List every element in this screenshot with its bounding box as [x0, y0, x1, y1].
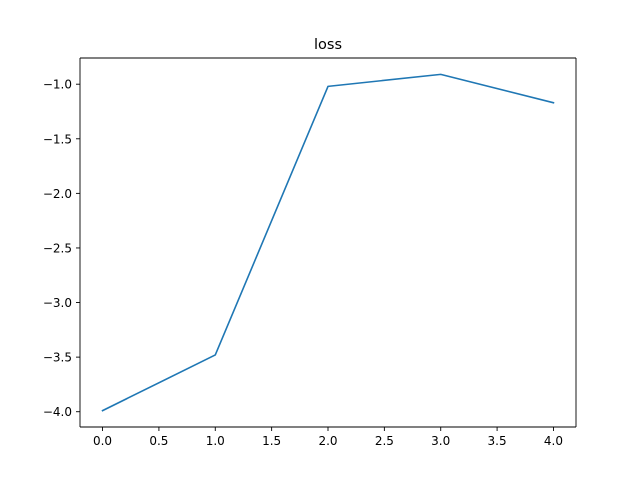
x-tick-label: 0.0 [93, 434, 112, 448]
y-tick-label: −1.5 [43, 132, 72, 146]
x-tick-label: 3.0 [431, 434, 450, 448]
plot-area: 0.0 0.5 1.0 1.5 2.0 2.5 3.0 3.5 4.0 −4.0 −3.5 −3.0 −… [43, 57, 577, 448]
y-tick-label: −4.0 [43, 405, 72, 419]
x-tick-label: 2.0 [318, 434, 337, 448]
x-tick-label: 3.5 [488, 434, 507, 448]
chart-title: loss [314, 37, 342, 53]
y-tick-label: −1.0 [43, 78, 72, 92]
x-tick-label: 0.5 [149, 434, 168, 448]
series-line-0 [101, 73, 555, 412]
x-tick-label: 2.5 [375, 434, 394, 448]
y-tick-label: −2.5 [43, 241, 72, 255]
x-tick-label: 1.5 [262, 434, 281, 448]
y-tick-label: −3.5 [43, 351, 72, 365]
x-tick-label: 4.0 [544, 434, 563, 448]
y-tick-label: −3.0 [43, 296, 72, 310]
y-tick-label: −2.0 [43, 187, 72, 201]
x-tick-label: 1.0 [206, 434, 225, 448]
